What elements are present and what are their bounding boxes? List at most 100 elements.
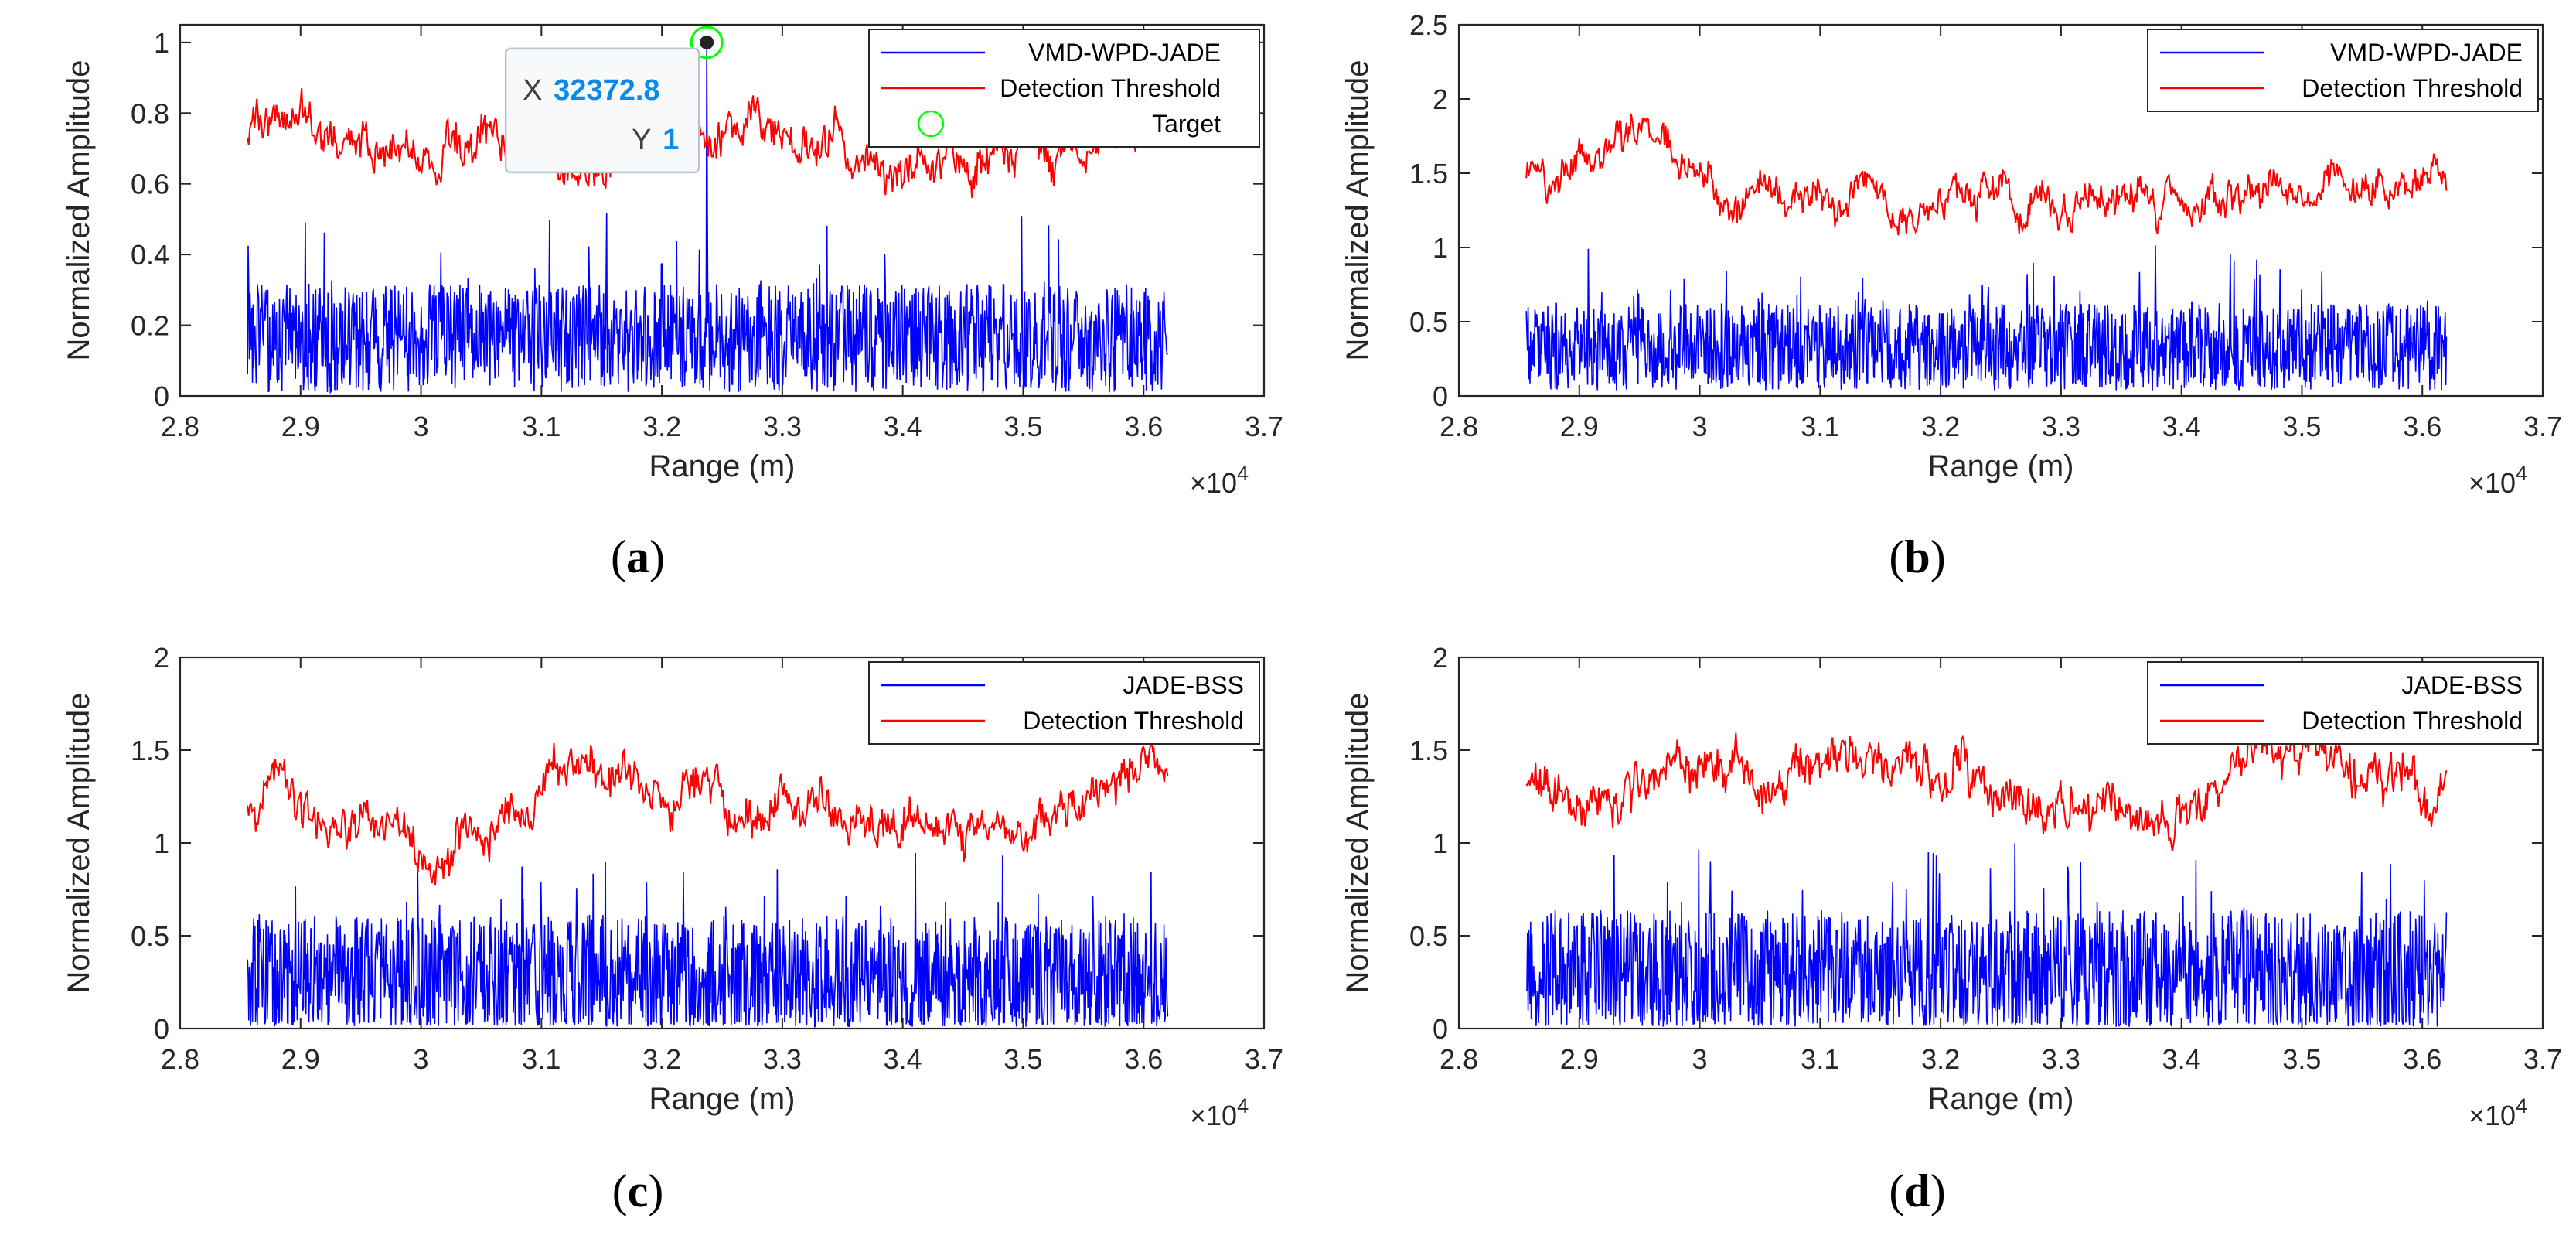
x-axis-exponent-power: 4 — [2516, 1094, 2527, 1117]
x-axis-label: Range (m) — [1928, 1082, 2074, 1116]
x-axis-exponent-base: ×10 — [2469, 467, 2516, 499]
x-tick-label: 3 — [1692, 411, 1708, 442]
y-tick-label: 1.5 — [1409, 158, 1448, 189]
x-tick-label: 3.1 — [522, 1043, 561, 1075]
x-axis-label: Range (m) — [1928, 449, 2074, 483]
y-tick-label: 0 — [154, 1013, 169, 1045]
datatip-x-key: X — [523, 74, 542, 107]
panel-caption: (d) — [1889, 1165, 1945, 1216]
y-axis-label: Normalized Amplitude — [1341, 692, 1375, 993]
x-tick-label: 3.6 — [2403, 411, 2441, 442]
y-tick-label: 1 — [154, 827, 169, 859]
legend-marker-swatch — [917, 110, 945, 138]
panel-caption-letter: a — [626, 531, 649, 582]
x-tick-label: 3.7 — [2523, 411, 2562, 442]
datatip-y-key: Y — [632, 124, 651, 156]
clutter-series-line — [1525, 843, 2448, 1028]
x-tick-label: 3.7 — [1245, 411, 1283, 442]
legend: JADE-BSS Detection Threshold — [868, 661, 1260, 745]
y-axis-label: Normalized Amplitude — [62, 692, 96, 993]
x-axis-exponent: ×104 — [2469, 462, 2527, 499]
datatip-box — [504, 47, 700, 174]
x-tick-label: 3.3 — [2042, 411, 2080, 442]
target-marker — [690, 26, 724, 60]
x-tick-label: 3.5 — [1003, 1043, 1042, 1075]
clutter-series-line — [1525, 245, 2448, 391]
datatip-anchor-dot[interactable] — [700, 35, 714, 49]
y-tick-label: 1 — [154, 27, 169, 59]
y-tick-label: 0 — [1433, 1013, 1448, 1045]
y-tick-label: 0.5 — [1409, 306, 1448, 338]
x-axis-exponent-base: ×10 — [1190, 467, 1237, 499]
datatip-y-value: 1 — [663, 124, 679, 156]
x-tick-label: 3.5 — [2282, 1043, 2321, 1075]
x-tick-label: 3.1 — [522, 411, 561, 442]
y-tick-label: 0.8 — [131, 97, 169, 129]
panel-caption: (c) — [612, 1165, 664, 1216]
x-tick-label: 3.1 — [1801, 411, 1839, 442]
x-tick-label: 3.4 — [884, 411, 922, 442]
panel-caption-letter: c — [628, 1165, 649, 1216]
x-axis-label: Range (m) — [649, 1082, 796, 1116]
legend-entry-label: Detection Threshold — [2302, 74, 2523, 102]
y-tick-label: 0.4 — [131, 239, 169, 271]
clutter-series-line — [247, 42, 1169, 394]
x-tick-label: 3.3 — [763, 1043, 802, 1075]
panel-caption-letter: d — [1904, 1165, 1930, 1216]
y-tick-label: 2.5 — [1409, 9, 1448, 41]
x-tick-label: 2.8 — [161, 1043, 199, 1075]
y-tick-label: 0 — [1433, 380, 1448, 412]
legend-entry-label: Detection Threshold — [2302, 707, 2523, 735]
x-tick-label: 2.9 — [1560, 411, 1599, 442]
x-tick-label: 2.9 — [281, 1043, 320, 1075]
x-tick-label: 3 — [414, 411, 429, 442]
legend-entry-label: Detection Threshold — [1000, 74, 1221, 102]
x-tick-label: 2.9 — [1560, 1043, 1599, 1075]
legend: VMD-WPD-JADE Detection Threshold Target — [868, 29, 1260, 148]
x-tick-label: 3.4 — [2162, 411, 2201, 442]
legend-entry-label: VMD-WPD-JADE — [2330, 39, 2523, 67]
x-tick-label: 2.8 — [161, 411, 199, 442]
threshold-series-line — [1525, 113, 2448, 236]
x-axis-exponent: ×104 — [1190, 462, 1249, 499]
x-axis-label: Range (m) — [649, 449, 796, 483]
threshold-series-line — [247, 739, 1169, 886]
y-tick-label: 0.5 — [131, 920, 169, 952]
x-axis-exponent-base: ×10 — [1190, 1100, 1237, 1131]
panel-caption: (b) — [1889, 531, 1945, 582]
legend-entry-label: JADE-BSS — [2402, 671, 2523, 699]
datatip[interactable]: X 32372.8 Y 1 — [504, 47, 700, 174]
y-tick-label: 0.6 — [131, 169, 169, 200]
x-tick-label: 3 — [1692, 1043, 1708, 1075]
x-tick-label: 3.2 — [642, 411, 681, 442]
x-tick-label: 3.3 — [763, 411, 802, 442]
x-axis-exponent-power: 4 — [1237, 1094, 1249, 1117]
datatip-x-value: 32372.8 — [554, 74, 659, 107]
x-axis-exponent-base: ×10 — [2469, 1100, 2516, 1131]
x-tick-label: 3.7 — [2523, 1043, 2562, 1075]
panel-d: 2.8 2.9 3 3.1 3.2 3.3 3.4 3.5 3.6 3.7 0 0.5 1 1.5 2 Ran… — [1341, 642, 2562, 1216]
panel-a: 2.8 2.9 3 3.1 3.2 3.3 3.4 3.5 3.6 3.7 0 0.2 0.4 0.6 0.… — [62, 23, 1283, 582]
legend-entry-label: VMD-WPD-JADE — [1028, 39, 1221, 67]
clutter-series-line — [247, 852, 1169, 1029]
legend-entry-label: Detection Threshold — [1023, 707, 1244, 735]
panel-caption: (a) — [611, 531, 665, 582]
x-tick-label: 3 — [414, 1043, 429, 1075]
legend-box — [2147, 661, 2539, 745]
x-tick-label: 3.2 — [1921, 411, 1960, 442]
x-axis-exponent: ×104 — [1190, 1094, 1249, 1131]
x-tick-label: 3.6 — [2403, 1043, 2441, 1075]
x-axis-exponent-power: 4 — [1237, 462, 1249, 485]
panel-c: 2.8 2.9 3 3.1 3.2 3.3 3.4 3.5 3.6 3.7 0 0.5 1 1.5 2 Ran… — [62, 642, 1283, 1216]
x-tick-label: 3.4 — [2162, 1043, 2201, 1075]
x-tick-label: 3.6 — [1124, 411, 1163, 442]
y-tick-label: 0.5 — [1409, 920, 1448, 952]
legend: VMD-WPD-JADE Detection Threshold — [2147, 29, 2539, 112]
y-axis-label: Normalized Amplitude — [1341, 60, 1375, 360]
x-tick-label: 3.6 — [1124, 1043, 1163, 1075]
x-tick-label: 3.7 — [1245, 1043, 1283, 1075]
x-tick-label: 3.1 — [1801, 1043, 1839, 1075]
x-tick-label: 3.5 — [1003, 411, 1042, 442]
y-tick-label: 1.5 — [1409, 735, 1448, 766]
